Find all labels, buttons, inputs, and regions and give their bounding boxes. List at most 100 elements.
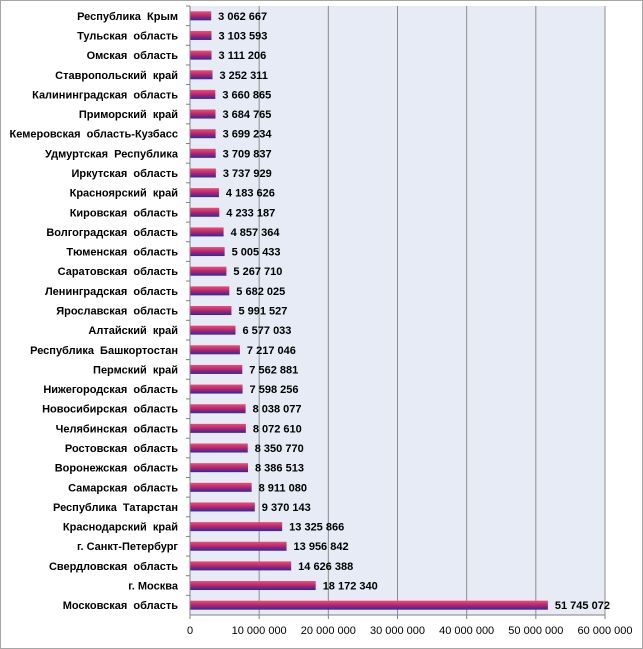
value-label: 3 684 765: [222, 109, 271, 121]
bar: [190, 325, 236, 335]
bar: [190, 384, 243, 394]
value-label: 3 737 929: [223, 168, 272, 180]
category-label: Красноярский край: [70, 188, 178, 200]
category-label: Приморский край: [79, 109, 178, 121]
value-label: 3 709 837: [223, 148, 272, 160]
category-label: Нижегородская область: [43, 384, 178, 396]
value-label: 8 038 077: [253, 404, 302, 416]
category-label: г. Санкт-Петербург: [77, 541, 178, 553]
value-label: 4 183 626: [226, 188, 275, 200]
category-label: Омская область: [87, 50, 179, 62]
value-label: 5 682 025: [236, 286, 285, 298]
value-label: 3 252 311: [219, 70, 267, 82]
category-label: Московская область: [63, 600, 179, 612]
bar: [190, 30, 212, 40]
value-label: 51 745 072: [555, 600, 610, 612]
category-label: Иркутская область: [71, 168, 178, 180]
value-label: 8 350 770: [255, 443, 304, 455]
gridlines: [189, 6, 606, 619]
bar: [190, 148, 216, 158]
category-label: Новосибирская область: [42, 404, 178, 416]
x-tick-label: 10 000 000: [232, 625, 287, 637]
value-label: 9 370 143: [262, 502, 311, 514]
value-label: 7 217 046: [247, 345, 296, 357]
bar: [190, 482, 252, 492]
bars: [186, 5, 548, 610]
value-label: 13 956 842: [294, 541, 349, 553]
category-label: Республика Татарстан: [53, 502, 178, 514]
bar: [190, 50, 212, 60]
bar: [190, 207, 220, 217]
bar: [190, 443, 248, 453]
category-label: Краснодарский край: [63, 522, 178, 534]
category-label: Ярославская область: [56, 306, 178, 318]
category-label: Самарская область: [68, 482, 178, 494]
category-label: Алтайский край: [88, 325, 178, 337]
value-label: 4 857 364: [231, 227, 281, 239]
bar: [190, 306, 232, 315]
value-label: 5 991 527: [238, 306, 287, 318]
bar: [190, 286, 230, 296]
category-label: г. Москва: [128, 581, 179, 593]
value-label: 6 577 033: [242, 325, 291, 337]
x-axis-tick-labels: 0 10 000 000 20 000 000 30 000 000 40 000 00…: [187, 625, 633, 637]
category-label: Челябинская область: [56, 423, 179, 435]
category-labels: Республика Крым Тульская область Омская об…: [10, 11, 179, 612]
category-label: Тюменская область: [66, 247, 178, 259]
category-label: Пермский край: [93, 364, 178, 376]
x-tick-label: 60 000 000: [577, 625, 632, 637]
category-label: Удмуртская Республика: [45, 148, 179, 160]
bar: [190, 581, 316, 591]
category-label: Волгоградская область: [46, 227, 178, 239]
bar: [190, 345, 240, 355]
bar: [190, 89, 216, 99]
bar: [190, 247, 225, 257]
bar: [190, 522, 283, 532]
value-label: 3 062 667: [218, 11, 267, 23]
x-tick-label: 50 000 000: [508, 625, 563, 637]
bar: [190, 266, 227, 276]
category-label: Республика Крым: [77, 11, 178, 23]
x-tick-label: 40 000 000: [439, 625, 494, 637]
x-tick-label: 0: [187, 625, 193, 637]
bar: [190, 129, 216, 139]
bar: [190, 227, 224, 237]
value-label: 8 072 610: [253, 423, 302, 435]
value-label: 5 005 433: [232, 247, 281, 259]
category-label: Калининградская область: [32, 89, 178, 101]
value-label: 7 562 881: [249, 364, 298, 376]
category-label: Ленинградская область: [45, 286, 178, 298]
category-label: Ростовская область: [65, 443, 178, 455]
bar: [190, 109, 216, 119]
category-label: Воронежская область: [55, 463, 178, 475]
value-label: 3 699 234: [223, 129, 273, 141]
value-label: 3 103 593: [218, 30, 267, 42]
bar: [190, 463, 249, 473]
x-tick-label: 20 000 000: [301, 625, 356, 637]
bar: [190, 364, 243, 374]
value-label: 4 233 187: [226, 207, 275, 219]
value-label: 7 598 256: [250, 384, 299, 396]
bar: [190, 423, 246, 433]
bar: [190, 541, 287, 551]
category-label: Кировская область: [70, 207, 179, 219]
value-label: 8 386 513: [255, 463, 304, 475]
x-tick-label: 30 000 000: [370, 625, 425, 637]
value-label: 18 172 340: [323, 581, 378, 593]
category-label: Саратовская область: [58, 266, 179, 278]
value-label: 3 111 206: [219, 50, 267, 62]
bar: [190, 600, 548, 610]
bar: [190, 502, 255, 512]
value-label: 3 660 865: [222, 89, 271, 101]
value-label: 14 626 388: [298, 561, 353, 573]
bar: [190, 70, 213, 80]
value-labels: 3 062 667 3 103 593 3 111 206 3 252 311 3 66…: [218, 11, 610, 612]
category-label: Республика Башкортостан: [30, 345, 178, 357]
value-label: 8 911 080: [259, 482, 307, 494]
bar: [190, 561, 292, 571]
bar: [190, 404, 246, 414]
bar: [190, 11, 212, 21]
category-label: Ставропольский край: [55, 70, 178, 82]
